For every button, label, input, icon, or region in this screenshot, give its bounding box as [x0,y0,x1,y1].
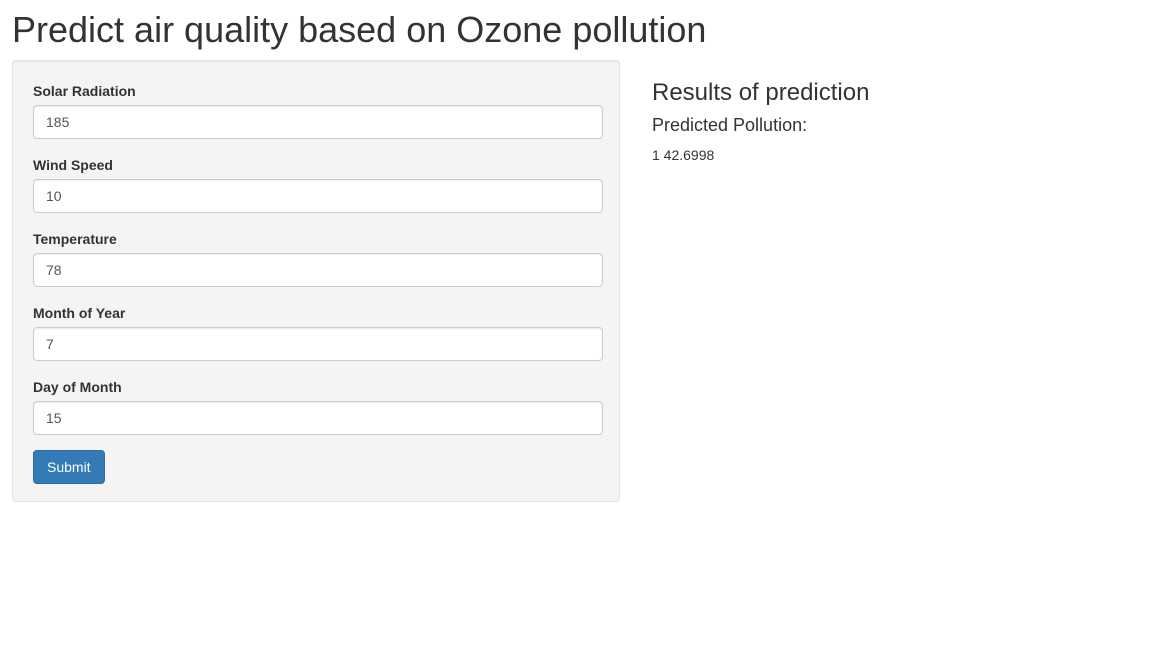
results-panel: Results of prediction Predicted Pollutio… [652,78,1132,164]
submit-button[interactable]: Submit [33,450,105,484]
predicted-pollution-label: Predicted Pollution: [652,115,808,135]
temperature-group: Temperature [33,230,603,287]
solar-radiation-group: Solar Radiation [33,82,603,139]
temperature-label: Temperature [33,231,117,247]
month-of-year-label: Month of Year [33,305,126,321]
results-heading: Results of prediction [652,79,870,106]
day-of-month-input[interactable] [33,401,603,435]
solar-radiation-input[interactable] [33,105,603,139]
input-panel: Solar Radiation Wind Speed Temperature M… [12,60,620,502]
day-of-month-label: Day of Month [33,379,122,395]
month-of-year-input[interactable] [33,327,603,361]
month-of-year-group: Month of Year [33,304,603,361]
wind-speed-group: Wind Speed [33,156,603,213]
prediction-output: 1 42.6998 [652,147,715,163]
wind-speed-label: Wind Speed [33,157,113,173]
day-of-month-group: Day of Month [33,378,603,435]
wind-speed-input[interactable] [33,179,603,213]
page-title: Predict air quality based on Ozone pollu… [12,9,707,50]
temperature-input[interactable] [33,253,603,287]
solar-radiation-label: Solar Radiation [33,83,136,99]
